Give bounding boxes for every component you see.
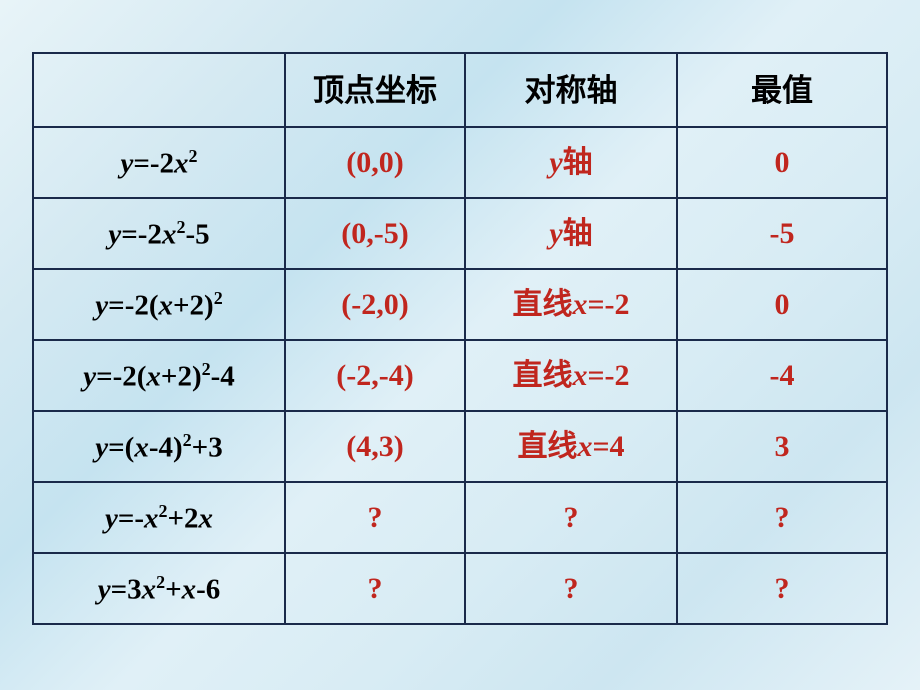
table-row: y=-x2+2x ? ? ? [33,482,887,553]
header-vertex: 顶点坐标 [285,53,465,127]
cell-extremum: ? [677,553,887,624]
header-function [33,53,285,127]
cell-vertex: (4,3) [285,411,465,482]
cell-function: y=-2(x+2)2 [33,269,285,340]
cell-vertex: (-2,0) [285,269,465,340]
cell-vertex: ? [285,482,465,553]
cell-extremum: ? [677,482,887,553]
table-row: y=3x2+x-6 ? ? ? [33,553,887,624]
cell-axis: ? [465,553,677,624]
header-extremum: 最值 [677,53,887,127]
cell-extremum: 3 [677,411,887,482]
table-row: y=-2(x+2)2-4 (-2,-4) 直线x=-2 -4 [33,340,887,411]
cell-vertex: (0,-5) [285,198,465,269]
cell-extremum: 0 [677,127,887,198]
cell-extremum: -4 [677,340,887,411]
cell-axis: y轴 [465,127,677,198]
cell-axis: ? [465,482,677,553]
cell-axis: 直线x=-2 [465,340,677,411]
table-header-row: 顶点坐标 对称轴 最值 [33,53,887,127]
cell-axis: 直线x=4 [465,411,677,482]
table-row: y=-2(x+2)2 (-2,0) 直线x=-2 0 [33,269,887,340]
cell-axis: y轴 [465,198,677,269]
header-axis: 对称轴 [465,53,677,127]
cell-axis: 直线x=-2 [465,269,677,340]
cell-function: y=(x-4)2+3 [33,411,285,482]
cell-function: y=-2x2 [33,127,285,198]
table-row: y=-2x2-5 (0,-5) y轴 -5 [33,198,887,269]
cell-vertex: (0,0) [285,127,465,198]
quadratic-properties-table: 顶点坐标 对称轴 最值 y=-2x2 (0,0) y轴 0 y=-2x2-5 (… [32,52,888,625]
cell-function: y=-x2+2x [33,482,285,553]
cell-vertex: (-2,-4) [285,340,465,411]
cell-extremum: 0 [677,269,887,340]
table-row: y=-2x2 (0,0) y轴 0 [33,127,887,198]
cell-function: y=-2x2-5 [33,198,285,269]
cell-function: y=3x2+x-6 [33,553,285,624]
table-row: y=(x-4)2+3 (4,3) 直线x=4 3 [33,411,887,482]
cell-vertex: ? [285,553,465,624]
cell-function: y=-2(x+2)2-4 [33,340,285,411]
cell-extremum: -5 [677,198,887,269]
